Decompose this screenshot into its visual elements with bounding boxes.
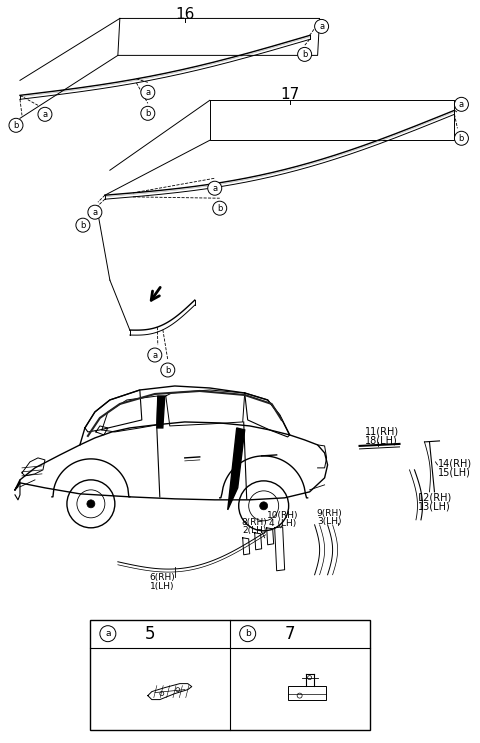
Text: 14(RH): 14(RH) [437, 459, 471, 469]
Circle shape [87, 500, 95, 507]
Circle shape [314, 19, 329, 33]
Text: 17: 17 [280, 87, 299, 102]
Circle shape [161, 363, 175, 377]
Text: 2(LH): 2(LH) [242, 526, 267, 535]
Text: 12(RH): 12(RH) [418, 493, 452, 503]
Text: b: b [165, 366, 170, 374]
Circle shape [298, 48, 312, 62]
Text: 5: 5 [144, 625, 155, 643]
Text: 11(RH): 11(RH) [364, 427, 399, 437]
Text: b: b [80, 221, 85, 230]
Text: 18(LH): 18(LH) [364, 436, 397, 446]
Text: a: a [92, 208, 97, 217]
Circle shape [455, 97, 468, 111]
Text: 3(LH): 3(LH) [317, 517, 342, 526]
Polygon shape [228, 428, 245, 510]
Polygon shape [157, 396, 165, 428]
Text: 15(LH): 15(LH) [437, 468, 470, 478]
Text: 10(RH): 10(RH) [267, 511, 299, 520]
Text: a: a [459, 100, 464, 108]
Text: 16: 16 [175, 7, 194, 22]
Circle shape [260, 502, 268, 510]
Text: a: a [145, 88, 150, 97]
Text: b: b [245, 629, 251, 638]
Text: b: b [217, 204, 222, 212]
Circle shape [148, 348, 162, 362]
Text: a: a [105, 629, 110, 638]
Text: a: a [152, 351, 157, 360]
Circle shape [100, 626, 116, 642]
Circle shape [38, 107, 52, 121]
Text: 7: 7 [284, 625, 295, 643]
Text: a: a [212, 184, 217, 192]
Text: 8(RH): 8(RH) [242, 519, 267, 528]
Circle shape [455, 132, 468, 146]
Circle shape [88, 205, 102, 219]
Text: b: b [13, 121, 19, 130]
Circle shape [240, 626, 256, 642]
Text: b: b [145, 108, 151, 118]
Text: 1(LH): 1(LH) [150, 583, 174, 591]
Text: b: b [302, 50, 307, 59]
Bar [90, 620, 370, 730]
Text: b: b [459, 134, 464, 143]
Text: 4 (LH): 4 (LH) [269, 519, 296, 528]
Circle shape [9, 118, 23, 132]
Text: a: a [42, 110, 48, 119]
Text: 13(LH): 13(LH) [418, 502, 450, 512]
Text: 6(RH): 6(RH) [150, 574, 176, 583]
Circle shape [141, 106, 155, 120]
Circle shape [141, 85, 155, 100]
Circle shape [76, 218, 90, 232]
Circle shape [213, 201, 227, 215]
Text: 9(RH): 9(RH) [317, 509, 342, 519]
Bar [288, 686, 325, 700]
Circle shape [208, 181, 222, 195]
Text: a: a [319, 22, 324, 31]
